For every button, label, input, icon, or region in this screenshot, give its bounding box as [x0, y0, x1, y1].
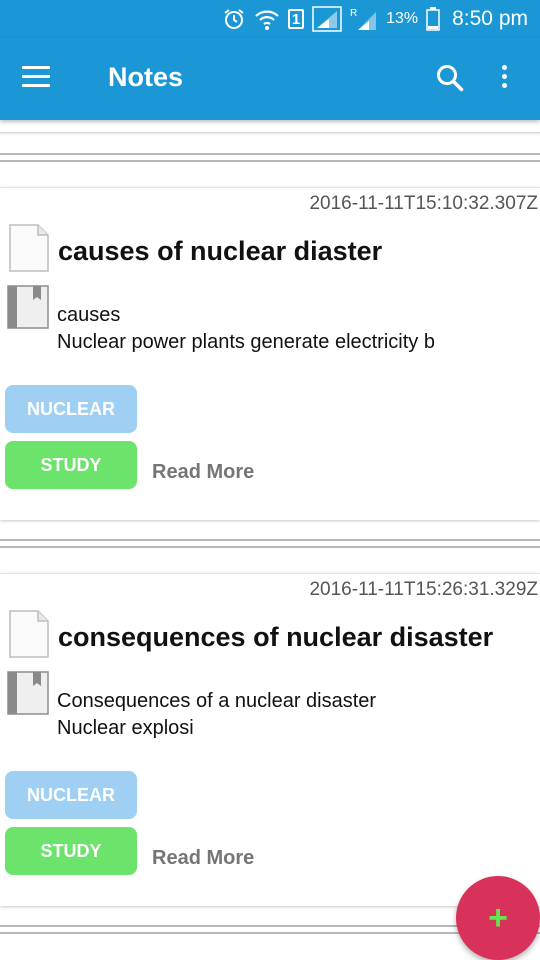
- note-card[interactable]: 2016-11-11T15:26:31.329Z consequences of…: [0, 573, 540, 906]
- tag-nuclear[interactable]: NUCLEAR: [5, 385, 137, 433]
- search-icon[interactable]: [434, 62, 466, 94]
- plus-icon: +: [488, 898, 508, 937]
- app-bar: Notes: [0, 38, 540, 120]
- divider: [0, 539, 540, 548]
- clock: 8:50 pm: [452, 7, 528, 30]
- tag-nuclear[interactable]: NUCLEAR: [5, 771, 137, 819]
- read-more-link[interactable]: Read More: [152, 461, 255, 483]
- note-preview: causes Nuclear power plants generate ele…: [57, 302, 527, 356]
- menu-icon[interactable]: [22, 66, 50, 90]
- note-date: 2016-11-11T15:10:32.307Z: [309, 193, 538, 214]
- note-title: causes of nuclear diaster: [58, 236, 383, 266]
- alarm-icon: [222, 7, 246, 31]
- previous-card-edge: [0, 120, 540, 133]
- tag-study[interactable]: STUDY: [5, 441, 137, 489]
- signal-roaming-icon: R: [350, 6, 378, 32]
- note-date: 2016-11-11T15:26:31.329Z: [309, 579, 538, 600]
- tag-study[interactable]: STUDY: [5, 827, 137, 875]
- note-preview-line: Nuclear explosi: [57, 717, 194, 739]
- status-bar: 1 R 13% 8:50 pm: [0, 0, 540, 38]
- note-preview-line: Nuclear power plants generate electricit…: [57, 331, 435, 353]
- battery-icon: [426, 7, 440, 31]
- divider: [0, 925, 540, 934]
- read-more-link[interactable]: Read More: [152, 847, 255, 869]
- battery-percent: 13%: [386, 10, 419, 27]
- book-icon: [7, 670, 49, 716]
- page-title: Notes: [108, 62, 184, 92]
- signal-icon: [312, 6, 342, 32]
- note-preview-line: causes: [57, 304, 121, 326]
- wifi-icon: [254, 7, 280, 31]
- book-icon: [7, 284, 49, 330]
- note-card[interactable]: 2016-11-11T15:10:32.307Z causes of nucle…: [0, 187, 540, 520]
- overflow-menu-icon[interactable]: [492, 62, 516, 94]
- document-icon: [8, 610, 50, 658]
- note-title: consequences of nuclear disaster: [58, 622, 494, 652]
- document-icon: [8, 224, 50, 272]
- note-preview: Consequences of a nuclear disaster Nucle…: [57, 688, 527, 742]
- notes-list[interactable]: 2016-11-11T15:10:32.307Z causes of nucle…: [0, 120, 540, 960]
- sim-icon: 1: [288, 9, 305, 29]
- roaming-letter: R: [350, 8, 357, 19]
- note-preview-line: Consequences of a nuclear disaster: [57, 690, 377, 712]
- divider: [0, 153, 540, 162]
- add-note-button[interactable]: +: [456, 876, 540, 960]
